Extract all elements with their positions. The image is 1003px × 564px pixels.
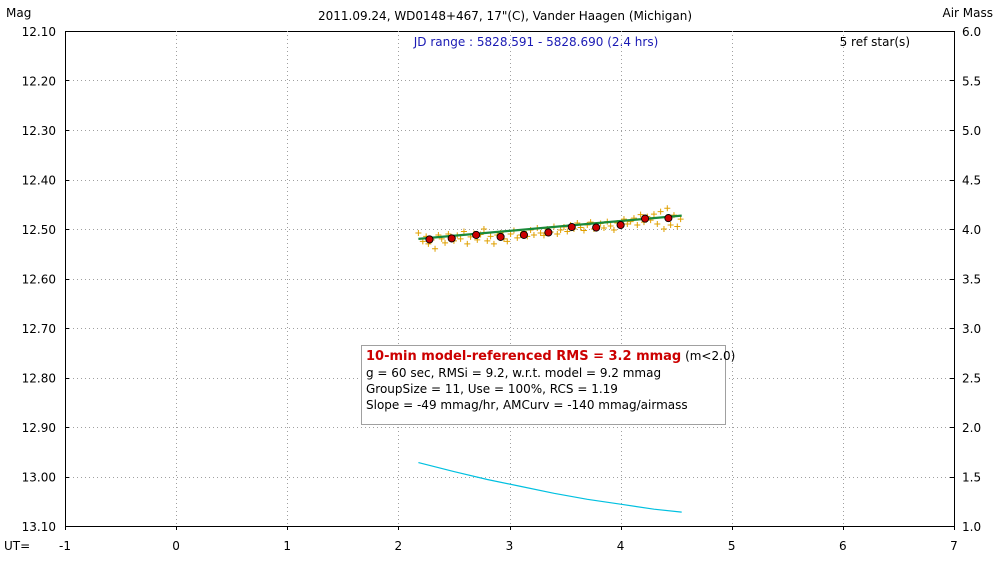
y2-tick-label: 4.0 (962, 223, 981, 237)
y2-tick-label: 5.0 (962, 124, 981, 138)
raw-point (537, 229, 544, 236)
y2-tick-label: 3.5 (962, 273, 981, 287)
group-mean-point (544, 228, 553, 237)
group-mean-point (496, 232, 505, 241)
left-axis-title: Mag (6, 6, 31, 20)
group-mean-point (592, 223, 601, 232)
group-mean-point (447, 234, 456, 243)
raw-point (657, 208, 664, 215)
raw-point (415, 229, 422, 236)
raw-point (557, 226, 564, 233)
raw-point (460, 228, 467, 235)
raw-point (634, 222, 641, 229)
model-trend-line (418, 214, 682, 240)
raw-point (484, 237, 491, 244)
raw-point (637, 211, 644, 218)
group-mean-point (616, 220, 625, 230)
x-tick-label: 2 (395, 539, 403, 553)
y-tick-label: 12.70 (22, 322, 56, 336)
x-tick-label: 7 (950, 539, 958, 553)
raw-point (442, 239, 449, 246)
stats-line-4: Slope = -49 mmag/hr, AMCurv = -140 mmag/… (366, 398, 688, 412)
stats-line-3: GroupSize = 11, Use = 100%, RCS = 1.19 (366, 382, 618, 396)
raw-point (464, 240, 471, 247)
y2-tick-label: 6.0 (962, 25, 981, 39)
y2-tick-label: 2.0 (962, 421, 981, 435)
y-tick-label: 12.10 (22, 25, 56, 39)
raw-point (650, 211, 657, 218)
raw-point (654, 221, 661, 228)
y-tick-label: 12.50 (22, 223, 56, 237)
y-tick-label: 12.30 (22, 124, 56, 138)
raw-point (432, 245, 439, 252)
group-mean-point (641, 214, 650, 223)
group-mean-point (472, 230, 481, 239)
right-axis-title: Air Mass (942, 6, 993, 20)
group-mean-point (567, 222, 576, 232)
y-tick-label: 12.80 (22, 372, 56, 386)
raw-point (667, 222, 674, 229)
group-mean-point (664, 214, 673, 223)
x-tick-label: 0 (172, 539, 180, 553)
y-tick-label: 12.60 (22, 273, 56, 287)
raw-point (607, 223, 614, 230)
x-tick-label: -1 (59, 539, 71, 553)
raw-point (504, 238, 511, 245)
rms-headline: 10-min model-referenced RMS = 3.2 mmag (366, 349, 682, 364)
rms-headline-suffix: (m<2.0) (681, 349, 736, 363)
raw-point (564, 228, 571, 235)
group-mean-point (519, 230, 528, 239)
y2-tick-label: 1.5 (962, 471, 981, 485)
y-tick-label: 13.00 (22, 471, 56, 485)
raw-point (480, 226, 487, 232)
raw-point (600, 225, 607, 232)
y-tick-label: 13.10 (22, 520, 56, 534)
chart-title: 2011.09.24, WD0148+467, 17"(C), Vander H… (318, 9, 692, 23)
airmass-curve (418, 462, 682, 513)
raw-point (674, 223, 681, 230)
raw-point (677, 216, 684, 223)
y2-tick-label: 1.0 (962, 520, 981, 534)
x-tick-label: 5 (728, 539, 736, 553)
data-layer (415, 205, 684, 513)
stats-line-2: g = 60 sec, RMSi = 9.2, w.r.t. model = 9… (366, 366, 662, 380)
x-axis-prefix: UT= (4, 539, 30, 553)
x-tick-label: 1 (283, 539, 291, 553)
y-tick-label: 12.90 (22, 421, 56, 435)
ticks: -1 0 1 2 3 4 5 6 7 12.10 12.20 12.30 12.40 12.50 12.60… (22, 25, 981, 553)
y-tick-label: 12.40 (22, 174, 56, 188)
y2-tick-label: 2.5 (962, 372, 981, 386)
y2-tick-label: 4.5 (962, 174, 981, 188)
raw-point (490, 240, 497, 247)
group-mean-point (425, 235, 434, 244)
raw-point (664, 205, 671, 212)
ref-stars-count: 5 ref star(s) (840, 35, 910, 49)
y2-tick-label: 3.0 (962, 322, 981, 336)
raw-point (580, 227, 587, 234)
x-tick-label: 3 (506, 539, 514, 553)
x-tick-label: 4 (617, 539, 625, 553)
raw-point (487, 233, 494, 240)
raw-point (610, 226, 617, 233)
raw-point (507, 230, 514, 237)
raw-point (554, 230, 561, 237)
raw-point (457, 235, 464, 242)
raw-point (660, 226, 667, 232)
raw-point (530, 231, 537, 238)
x-tick-label: 6 (839, 539, 847, 553)
y-tick-label: 12.20 (22, 75, 56, 89)
stats-box: 10-min model-referenced RMS = 3.2 mmag (… (361, 345, 735, 425)
jd-range: JD range : 5828.591 - 5828.690 (2.4 hrs) (413, 35, 659, 49)
raw-point (514, 234, 521, 241)
y2-tick-label: 5.5 (962, 75, 981, 89)
raw-point (624, 221, 631, 228)
